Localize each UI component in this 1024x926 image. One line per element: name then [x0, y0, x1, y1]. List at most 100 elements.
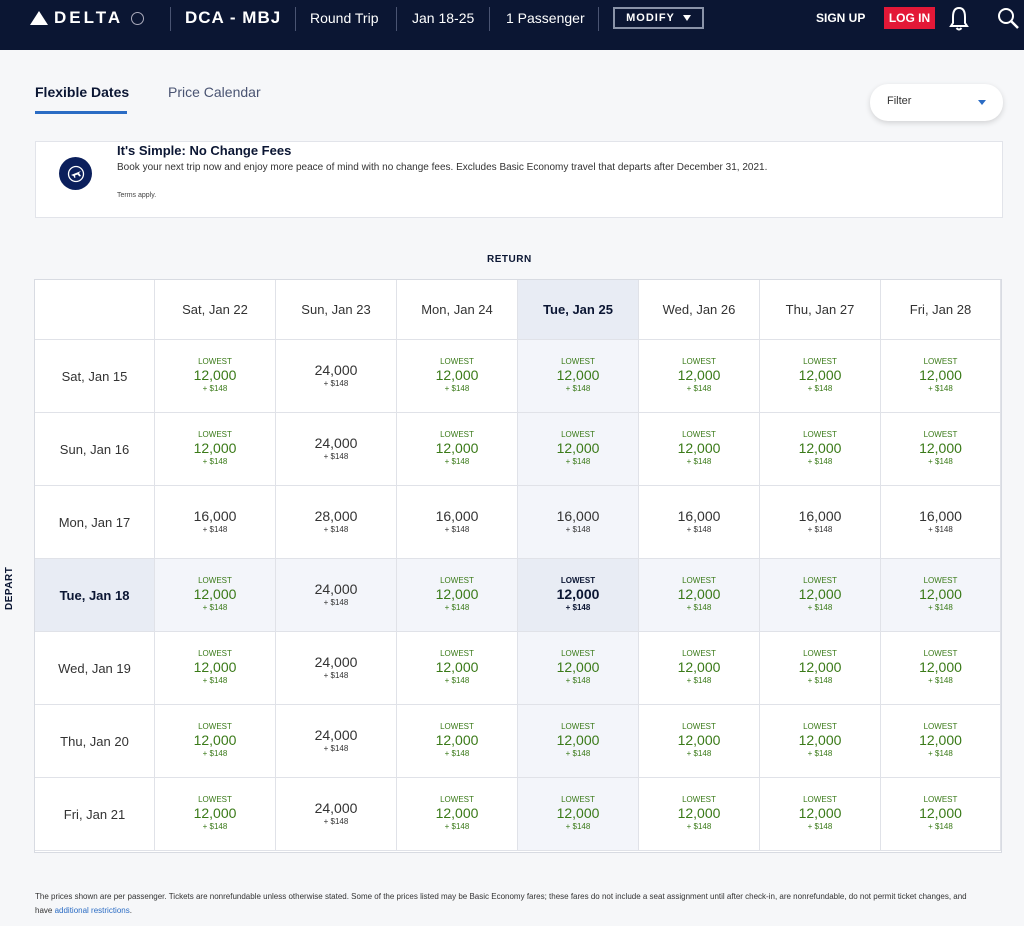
- fare-cell[interactable]: LOWEST 12,000 + $148: [760, 413, 881, 486]
- fare-cell[interactable]: LOWEST 12,000 + $148: [397, 632, 518, 705]
- return-date-label: Sun, Jan 23: [301, 302, 371, 317]
- delta-logo-icon: [30, 11, 48, 25]
- return-date-header: Sat, Jan 22: [155, 280, 276, 340]
- lowest-badge: LOWEST: [198, 576, 232, 585]
- fare-cell[interactable]: LOWEST 12,000 + $148: [397, 559, 518, 632]
- fare-cell[interactable]: LOWEST 12,000 + $148: [397, 778, 518, 851]
- fare-fee: + $148: [807, 525, 833, 534]
- fare-cell[interactable]: LOWEST 12,000 + $148: [518, 413, 639, 486]
- filter-dropdown[interactable]: Filter: [870, 84, 1003, 121]
- fare-cell[interactable]: 24,000 + $148: [276, 413, 397, 486]
- fare-cell[interactable]: LOWEST 12,000 + $148: [155, 632, 276, 705]
- bell-icon[interactable]: [949, 5, 969, 31]
- fare-miles: 16,000: [556, 508, 600, 524]
- fare-fee: + $148: [807, 749, 833, 758]
- fare-cell[interactable]: LOWEST 12,000 + $148: [881, 705, 1001, 778]
- fare-miles: 12,000: [193, 440, 237, 456]
- fare-cell[interactable]: 16,000 + $148: [881, 486, 1001, 559]
- fare-cell[interactable]: LOWEST 12,000 + $148: [518, 340, 639, 413]
- fare-cell[interactable]: LOWEST 12,000 + $148: [639, 705, 760, 778]
- fare-cell[interactable]: LOWEST 12,000 + $148: [518, 778, 639, 851]
- fare-fee: + $148: [444, 603, 470, 612]
- fare-fee: + $148: [323, 452, 349, 461]
- fare-cell[interactable]: LOWEST 12,000 + $148: [760, 559, 881, 632]
- terms-apply-link[interactable]: Terms apply.: [117, 192, 157, 199]
- plane-icon: [59, 157, 92, 190]
- log-in-button[interactable]: LOG IN: [884, 7, 935, 29]
- fare-fee: + $148: [686, 676, 712, 685]
- lowest-badge: LOWEST: [803, 722, 837, 731]
- modify-search-button[interactable]: MODIFY: [613, 7, 704, 29]
- fare-cell[interactable]: LOWEST 12,000 + $148: [639, 413, 760, 486]
- fare-cell[interactable]: LOWEST 12,000 + $148: [155, 559, 276, 632]
- fare-cell[interactable]: LOWEST 12,000 + $148: [397, 705, 518, 778]
- fare-cell[interactable]: 24,000 + $148: [276, 340, 397, 413]
- disclaimer-text: The prices shown are per passenger. Tick…: [35, 892, 967, 915]
- fare-cell[interactable]: 28,000 + $148: [276, 486, 397, 559]
- fare-miles: 12,000: [556, 805, 600, 821]
- lowest-badge: LOWEST: [561, 649, 595, 658]
- fare-cell[interactable]: LOWEST 12,000 + $148: [397, 413, 518, 486]
- tab-flexible-dates[interactable]: Flexible Dates: [35, 84, 130, 100]
- fare-cell[interactable]: LOWEST 12,000 + $148: [881, 413, 1001, 486]
- fare-miles: 24,000: [314, 362, 358, 378]
- fare-fee: + $148: [323, 671, 349, 680]
- fare-cell[interactable]: LOWEST 12,000 + $148: [760, 632, 881, 705]
- tab-price-calendar[interactable]: Price Calendar: [168, 84, 261, 100]
- fare-miles: 16,000: [193, 508, 237, 524]
- lowest-badge: LOWEST: [561, 357, 595, 366]
- fare-fee: + $148: [928, 457, 953, 466]
- fare-fee: + $148: [202, 749, 228, 758]
- fare-cell[interactable]: LOWEST 12,000 + $148: [397, 340, 518, 413]
- fare-fee: + $148: [202, 525, 228, 534]
- fare-cell[interactable]: LOWEST 12,000 + $148: [881, 559, 1001, 632]
- fare-cell[interactable]: LOWEST 12,000 + $148: [518, 559, 639, 632]
- fare-cell[interactable]: LOWEST 12,000 + $148: [155, 413, 276, 486]
- fare-cell[interactable]: 16,000 + $148: [397, 486, 518, 559]
- fare-cell[interactable]: LOWEST 12,000 + $148: [155, 778, 276, 851]
- lowest-badge: LOWEST: [440, 430, 474, 439]
- fare-cell[interactable]: 16,000 + $148: [518, 486, 639, 559]
- globe-icon: [131, 11, 145, 25]
- sign-up-link[interactable]: SIGN UP: [816, 11, 866, 25]
- fare-cell[interactable]: 24,000 + $148: [276, 778, 397, 851]
- lowest-badge: LOWEST: [198, 649, 232, 658]
- fare-miles: 12,000: [677, 659, 721, 675]
- fare-fee: + $148: [686, 822, 712, 831]
- fare-cell[interactable]: 16,000 + $148: [155, 486, 276, 559]
- fare-cell[interactable]: LOWEST 12,000 + $148: [881, 340, 1001, 413]
- lowest-badge: LOWEST: [440, 722, 474, 731]
- fare-cell[interactable]: 24,000 + $148: [276, 559, 397, 632]
- fare-cell[interactable]: LOWEST 12,000 + $148: [155, 340, 276, 413]
- fare-cell[interactable]: LOWEST 12,000 + $148: [760, 778, 881, 851]
- fare-cell[interactable]: LOWEST 12,000 + $148: [639, 778, 760, 851]
- fare-cell[interactable]: 16,000 + $148: [639, 486, 760, 559]
- fare-cell[interactable]: 24,000 + $148: [276, 705, 397, 778]
- lowest-badge: LOWEST: [803, 430, 837, 439]
- search-icon[interactable]: [996, 5, 1020, 31]
- depart-date-header: Wed, Jan 19: [35, 632, 155, 705]
- fare-cell[interactable]: LOWEST 12,000 + $148: [639, 340, 760, 413]
- fare-cell[interactable]: 16,000 + $148: [760, 486, 881, 559]
- fare-cell[interactable]: LOWEST 12,000 + $148: [881, 632, 1001, 705]
- fare-miles: 12,000: [435, 732, 479, 748]
- fare-cell[interactable]: LOWEST 12,000 + $148: [639, 632, 760, 705]
- fare-cell[interactable]: LOWEST 12,000 + $148: [760, 705, 881, 778]
- fare-miles: 12,000: [919, 586, 962, 602]
- fare-cell[interactable]: LOWEST 12,000 + $148: [155, 705, 276, 778]
- fare-miles: 16,000: [919, 508, 962, 524]
- fare-cell[interactable]: LOWEST 12,000 + $148: [760, 340, 881, 413]
- fare-cell[interactable]: LOWEST 12,000 + $148: [639, 559, 760, 632]
- fare-miles: 12,000: [435, 805, 479, 821]
- fare-cell[interactable]: LOWEST 12,000 + $148: [881, 778, 1001, 851]
- fare-fee: + $148: [686, 384, 712, 393]
- fare-cell[interactable]: LOWEST 12,000 + $148: [518, 705, 639, 778]
- fare-fee: + $148: [323, 817, 349, 826]
- additional-restrictions-link[interactable]: additional restrictions: [54, 906, 130, 915]
- disclaimer-end: .: [129, 906, 132, 915]
- fare-cell[interactable]: 24,000 + $148: [276, 632, 397, 705]
- fare-cell[interactable]: LOWEST 12,000 + $148: [518, 632, 639, 705]
- delta-logo[interactable]: DELTA: [30, 0, 145, 36]
- header-divider: [170, 7, 171, 31]
- fare-fee: + $148: [565, 457, 591, 466]
